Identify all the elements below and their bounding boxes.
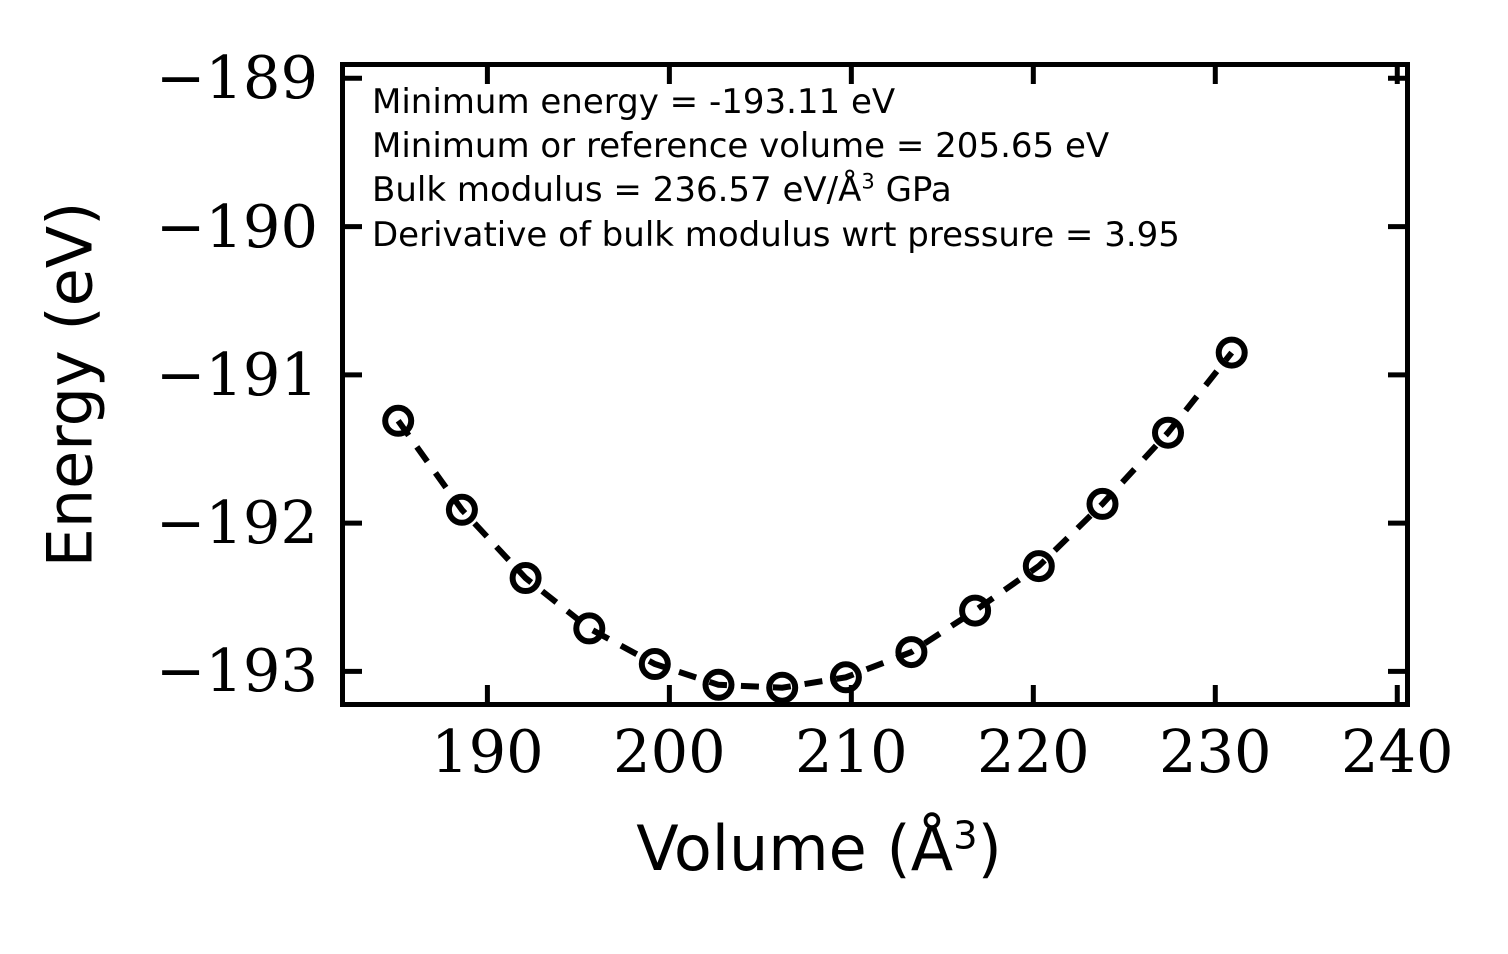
x-axis-title: Volume (Å3) — [0, 812, 1508, 885]
x-axis-title-close: ) — [977, 812, 1002, 885]
bulk-modulus-exponent: 3 — [861, 169, 875, 195]
y-tick-label--191: −191 — [155, 339, 318, 409]
annotation-line-minimum-volume: Minimum or reference volume = 205.65 eV — [372, 126, 1110, 167]
bulk-modulus-text: Bulk modulus = 236.57 eV/Å — [372, 170, 862, 211]
bulk-modulus-unit: GPa — [874, 170, 952, 211]
y-axis-tick-labels: −189 −190 −191 −192 −193 — [0, 0, 318, 954]
y-tick-label--193: −193 — [155, 636, 318, 706]
annotation-line-bulk-modulus: Bulk modulus = 236.57 eV/Å3 GPa — [372, 168, 1272, 212]
statistics-annotation: Minimum energy = -193.11 eV Minimum or r… — [372, 80, 1272, 257]
x-tick-label-190: 190 — [431, 717, 544, 786]
y-axis-title: Energy (eV) — [33, 201, 107, 568]
x-tick-label-200: 200 — [613, 717, 726, 786]
x-tick-label-220: 220 — [977, 717, 1090, 786]
annotation-line-minimum-energy: Minimum energy = -193.11 eV — [372, 82, 896, 122]
y-tick-label--192: −192 — [155, 488, 318, 558]
x-axis-title-exponent: 3 — [953, 813, 978, 859]
y-tick-label--190: −190 — [155, 191, 318, 261]
x-axis-tick-labels: 190 200 210 220 230 240 — [0, 722, 1508, 802]
x-tick-label-240: 240 — [1340, 717, 1454, 786]
x-tick-label-210: 210 — [795, 717, 908, 786]
x-tick-label-230: 230 — [1158, 717, 1272, 786]
x-axis-title-text: Volume (Å — [636, 812, 954, 885]
y-tick-label--189: −189 — [155, 43, 318, 113]
annotation-line-bulk-modulus-derivative: Derivative of bulk modulus wrt pressure … — [372, 214, 1180, 255]
